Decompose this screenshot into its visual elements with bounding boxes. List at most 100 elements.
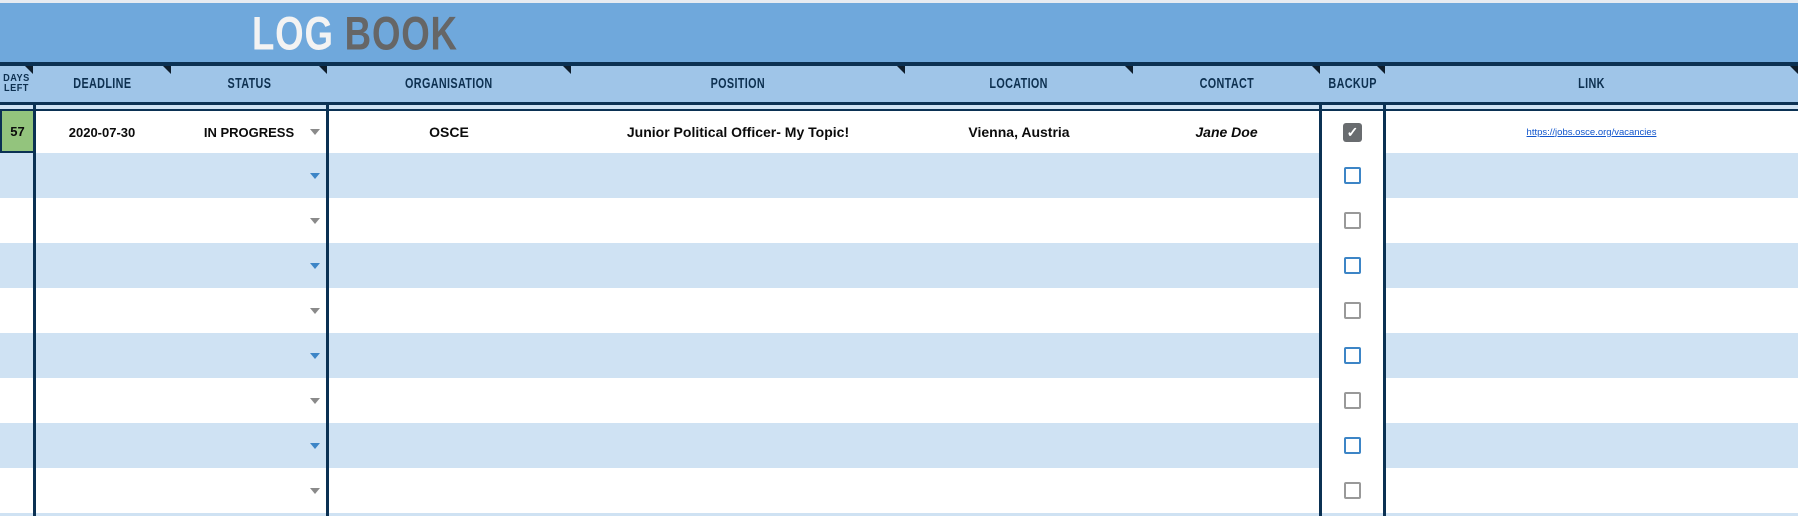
- cell-position[interactable]: [571, 378, 905, 423]
- cell-link[interactable]: [1385, 198, 1798, 243]
- cell-organisation[interactable]: [327, 423, 571, 468]
- cell-backup[interactable]: [1320, 198, 1385, 243]
- cell-contact[interactable]: [1133, 423, 1320, 468]
- job-link[interactable]: https://jobs.osce.org/vacancies: [1526, 126, 1657, 138]
- status-dropdown-arrow-icon[interactable]: [310, 129, 320, 135]
- status-dropdown-arrow-icon[interactable]: [310, 487, 320, 494]
- cell-position[interactable]: [571, 243, 905, 288]
- cell-days-left[interactable]: [0, 153, 33, 198]
- cell-status[interactable]: [171, 288, 327, 333]
- status-dropdown-arrow-icon[interactable]: [310, 442, 320, 449]
- cell-deadline[interactable]: [33, 378, 171, 423]
- cell-backup[interactable]: [1320, 111, 1385, 153]
- cell-deadline[interactable]: [33, 243, 171, 288]
- cell-deadline[interactable]: [33, 198, 171, 243]
- cell-link[interactable]: [1385, 243, 1798, 288]
- cell-deadline[interactable]: [33, 468, 171, 513]
- cell-contact[interactable]: [1133, 378, 1320, 423]
- cell-status[interactable]: [171, 468, 327, 513]
- cell-position[interactable]: [571, 153, 905, 198]
- cell-backup[interactable]: [1320, 243, 1385, 288]
- cell-backup[interactable]: [1320, 423, 1385, 468]
- cell-deadline[interactable]: [33, 288, 171, 333]
- cell-days-left[interactable]: [0, 288, 33, 333]
- backup-checkbox[interactable]: [1344, 167, 1361, 184]
- status-dropdown-arrow-icon[interactable]: [310, 217, 320, 224]
- cell-link[interactable]: [1385, 288, 1798, 333]
- cell-days-left[interactable]: [0, 198, 33, 243]
- backup-checkbox[interactable]: [1344, 257, 1361, 274]
- cell-contact[interactable]: [1133, 243, 1320, 288]
- cell-position[interactable]: [571, 198, 905, 243]
- backup-checkbox[interactable]: [1344, 437, 1361, 454]
- cell-organisation[interactable]: OSCE: [327, 111, 571, 153]
- cell-days-left[interactable]: [0, 243, 33, 288]
- cell-link[interactable]: [1385, 333, 1798, 378]
- cell-status[interactable]: [171, 243, 327, 288]
- cell-status[interactable]: [171, 423, 327, 468]
- cell-organisation[interactable]: [327, 153, 571, 198]
- cell-days-left[interactable]: [0, 468, 33, 513]
- cell-contact[interactable]: Jane Doe: [1133, 111, 1320, 153]
- backup-checkbox[interactable]: [1344, 212, 1361, 229]
- cell-contact[interactable]: [1133, 198, 1320, 243]
- cell-position[interactable]: [571, 423, 905, 468]
- status-dropdown-arrow-icon[interactable]: [310, 352, 320, 359]
- cell-status[interactable]: [171, 333, 327, 378]
- cell-status[interactable]: IN PROGRESS: [171, 111, 327, 153]
- cell-backup[interactable]: [1320, 333, 1385, 378]
- cell-location[interactable]: [905, 468, 1133, 513]
- cell-location[interactable]: [905, 153, 1133, 198]
- backup-checkbox[interactable]: [1344, 392, 1361, 409]
- cell-position[interactable]: Junior Political Officer- My Topic!: [571, 111, 905, 153]
- cell-organisation[interactable]: [327, 378, 571, 423]
- cell-status[interactable]: [171, 378, 327, 423]
- cell-link[interactable]: [1385, 378, 1798, 423]
- cell-organisation[interactable]: [327, 468, 571, 513]
- cell-position[interactable]: [571, 288, 905, 333]
- cell-location[interactable]: Vienna, Austria: [905, 111, 1133, 153]
- cell-position[interactable]: [571, 468, 905, 513]
- cell-location[interactable]: [905, 333, 1133, 378]
- cell-backup[interactable]: [1320, 378, 1385, 423]
- cell-days-left[interactable]: 57: [0, 111, 33, 153]
- status-dropdown-arrow-icon[interactable]: [310, 397, 320, 404]
- cell-location[interactable]: [905, 423, 1133, 468]
- cell-contact[interactable]: [1133, 288, 1320, 333]
- backup-checkbox[interactable]: [1344, 347, 1361, 364]
- cell-contact[interactable]: [1133, 153, 1320, 198]
- cell-organisation[interactable]: [327, 333, 571, 378]
- status-dropdown-arrow-icon[interactable]: [310, 172, 320, 179]
- cell-organisation[interactable]: [327, 243, 571, 288]
- cell-deadline[interactable]: [33, 153, 171, 198]
- cell-backup[interactable]: [1320, 468, 1385, 513]
- cell-contact[interactable]: [1133, 333, 1320, 378]
- cell-link[interactable]: [1385, 423, 1798, 468]
- cell-status[interactable]: [171, 198, 327, 243]
- cell-location[interactable]: [905, 288, 1133, 333]
- status-dropdown-arrow-icon[interactable]: [310, 307, 320, 314]
- cell-days-left[interactable]: [0, 423, 33, 468]
- cell-deadline[interactable]: [33, 423, 171, 468]
- cell-location[interactable]: [905, 243, 1133, 288]
- backup-checkbox-checked[interactable]: [1343, 122, 1362, 142]
- cell-location[interactable]: [905, 198, 1133, 243]
- cell-days-left[interactable]: [0, 333, 33, 378]
- cell-location[interactable]: [905, 378, 1133, 423]
- cell-link[interactable]: [1385, 153, 1798, 198]
- cell-link[interactable]: [1385, 468, 1798, 513]
- cell-contact[interactable]: [1133, 468, 1320, 513]
- cell-backup[interactable]: [1320, 153, 1385, 198]
- cell-organisation[interactable]: [327, 288, 571, 333]
- cell-deadline[interactable]: [33, 333, 171, 378]
- backup-checkbox[interactable]: [1344, 302, 1361, 319]
- cell-status[interactable]: [171, 153, 327, 198]
- backup-checkbox[interactable]: [1344, 482, 1361, 499]
- cell-days-left[interactable]: [0, 378, 33, 423]
- cell-deadline[interactable]: 2020-07-30: [33, 111, 171, 153]
- cell-backup[interactable]: [1320, 288, 1385, 333]
- cell-position[interactable]: [571, 333, 905, 378]
- status-dropdown-arrow-icon[interactable]: [310, 262, 320, 269]
- cell-organisation[interactable]: [327, 198, 571, 243]
- cell-link[interactable]: https://jobs.osce.org/vacancies: [1385, 111, 1798, 153]
